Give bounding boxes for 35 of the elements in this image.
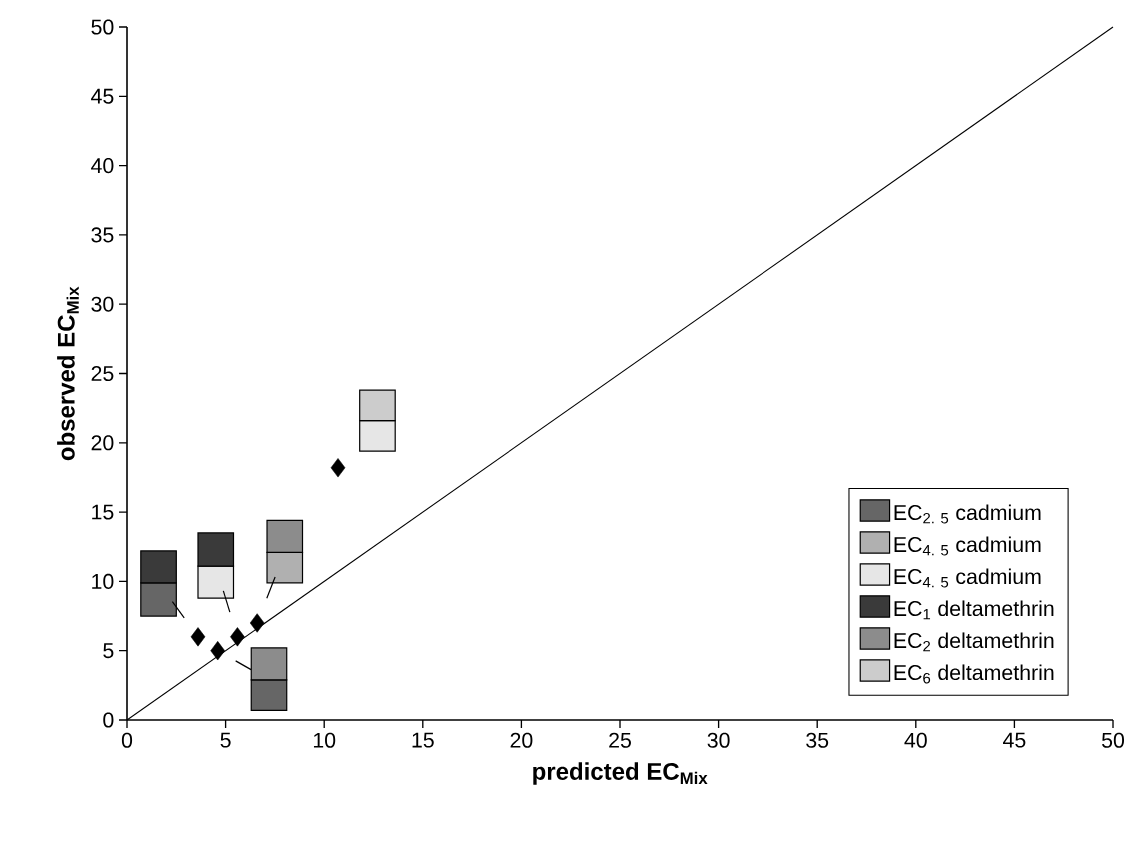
point bbox=[190, 627, 206, 647]
legend-label: EC$_{6}$ deltamethrin bbox=[894, 664, 1054, 684]
x-tick-label: 20 bbox=[510, 732, 533, 748]
y-tick-label: 15 bbox=[92, 504, 114, 520]
x-axis-title: predicted EC$_{Mix}$ bbox=[533, 762, 708, 785]
y-tick-label: 40 bbox=[91, 158, 114, 174]
x-tick-label: 10 bbox=[313, 732, 336, 748]
point bbox=[249, 613, 265, 633]
x-tick-label: 15 bbox=[412, 732, 434, 748]
legend-label: EC$_{4. 5}$ cadmium bbox=[894, 568, 1041, 588]
point bbox=[210, 641, 225, 661]
y-tick-label: 0 bbox=[103, 712, 114, 728]
legend-label: EC$_{2. 5}$ cadmium bbox=[894, 504, 1041, 524]
x-tick-label: 45 bbox=[1003, 732, 1026, 748]
y-tick-label: 35 bbox=[91, 227, 114, 243]
x-tick-label: 40 bbox=[904, 732, 927, 748]
legend-label: EC$_{4. 5}$ cadmium bbox=[894, 536, 1041, 556]
y-tick-label: 25 bbox=[91, 365, 114, 382]
x-tick-label: 0 bbox=[121, 732, 133, 748]
y-tick-label: 20 bbox=[91, 435, 114, 451]
point bbox=[330, 458, 346, 478]
x-tick-label: 35 bbox=[806, 732, 829, 748]
legend-label: EC$_{2}$ deltamethrin bbox=[894, 632, 1054, 652]
x-tick-label: 5 bbox=[220, 732, 231, 748]
y-axis-title: observed EC$_{Mix}$ bbox=[57, 286, 79, 461]
x-tick-label: 25 bbox=[609, 732, 631, 748]
y-tick-label: 45 bbox=[91, 88, 114, 104]
y-tick-label: 5 bbox=[103, 643, 114, 659]
y-tick-label: 30 bbox=[91, 296, 114, 312]
y-tick-label: 10 bbox=[92, 573, 114, 589]
point bbox=[230, 627, 245, 647]
legend-label: EC$_{1}$ deltamethrin bbox=[894, 600, 1054, 620]
x-tick-label: 50 bbox=[1102, 732, 1125, 748]
x-tick-label: 30 bbox=[707, 732, 730, 748]
y-tick-label: 50 bbox=[91, 19, 114, 35]
